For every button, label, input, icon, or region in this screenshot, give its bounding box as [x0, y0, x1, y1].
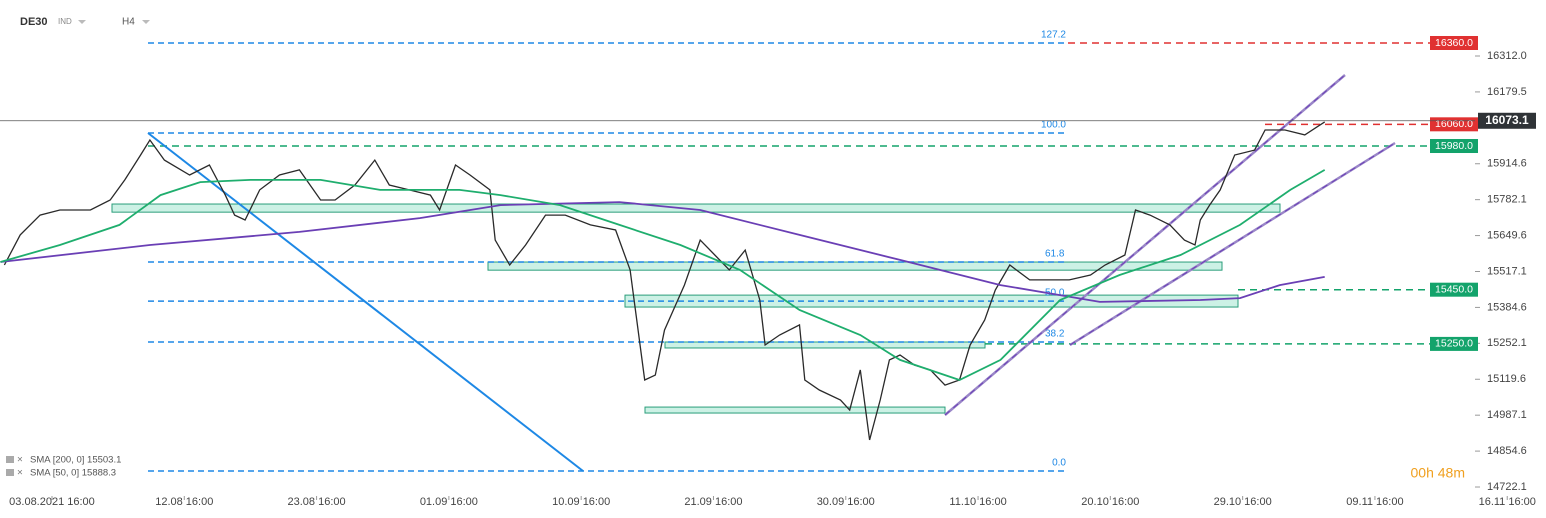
timeframe[interactable]: H4 [122, 17, 135, 28]
price-line [3, 121, 1326, 441]
dropdown-icon[interactable] [142, 20, 150, 24]
price-level-label: 15450.0 [1435, 283, 1473, 295]
price-level-label: 15980.0 [1435, 140, 1473, 152]
support-zone [664, 341, 986, 349]
support-zone [111, 203, 1281, 213]
y-tick-label: 16312.0 [1487, 50, 1527, 62]
price-level-label: 16360.0 [1435, 37, 1473, 49]
support-zone [487, 261, 1223, 271]
legend-close[interactable]: × [17, 468, 23, 479]
price-level-box [1430, 35, 1478, 50]
fib-label: 100.0 [1041, 120, 1066, 131]
instrument: DE30 [20, 16, 48, 28]
x-tick-label: 12.08 16:00 [155, 496, 213, 508]
price-level-box [1430, 139, 1478, 154]
price-level-box [1430, 336, 1478, 351]
x-tick-label: 16.11 16:00 [1479, 496, 1536, 508]
dropdown-icon[interactable] [78, 20, 86, 24]
channel-line-dash [1069, 142, 1396, 346]
y-tick-label: 15119.6 [1487, 373, 1526, 385]
price-level-box [1430, 282, 1478, 297]
x-tick-label: 09.11 16:00 [1346, 496, 1403, 508]
legend-label: SMA [50, 0] 15888.3 [30, 468, 116, 479]
x-tick-label: 30.09 16:00 [817, 496, 875, 508]
fib-label: 50.0 [1045, 288, 1065, 299]
x-tick-label: 29.10 16:00 [1214, 496, 1272, 508]
fib-label: 0.0 [1052, 458, 1066, 469]
y-tick-label: 15649.6 [1487, 229, 1527, 241]
fib-label: 38.2 [1045, 329, 1065, 340]
y-tick-label: 14722.1 [1487, 481, 1527, 493]
timer: 00h 48m [1411, 465, 1465, 481]
market: IND [58, 17, 72, 26]
fib-label: 127.2 [1041, 30, 1066, 41]
x-tick-label: 01.09 16:00 [420, 496, 478, 508]
x-tick-label: 10.09 16:00 [552, 496, 610, 508]
trend-line [147, 132, 584, 472]
y-tick-label: 15914.6 [1487, 158, 1527, 170]
y-tick-label: 15252.1 [1487, 337, 1527, 349]
x-tick-label: 23.08 16:00 [288, 496, 346, 508]
current-price-box [1478, 112, 1536, 129]
x-tick-label: 21.09 16:00 [684, 496, 742, 508]
current-price-label: 16073.1 [1485, 113, 1529, 127]
legend-icon [6, 456, 14, 463]
price-level-label: 16060.0 [1435, 118, 1473, 130]
y-tick-label: 16179.5 [1487, 86, 1527, 98]
y-tick-label: 15782.1 [1487, 194, 1527, 206]
y-tick-label: 15517.1 [1487, 265, 1527, 277]
y-tick-label: 14987.1 [1487, 409, 1527, 421]
y-tick-label: 14854.6 [1487, 445, 1527, 457]
fib-label: 61.8 [1045, 249, 1065, 260]
channel-line [944, 74, 1346, 416]
sma-line [0, 169, 1326, 381]
x-tick-label: 11.10 16:00 [949, 496, 1006, 508]
legend-close[interactable]: × [17, 455, 23, 466]
price-level-label: 15250.0 [1435, 338, 1473, 350]
legend-label: SMA [200, 0] 15503.1 [30, 455, 121, 466]
y-tick-label: 15384.6 [1487, 301, 1527, 313]
x-tick-label: 20.10 16:00 [1081, 496, 1139, 508]
sma-line [0, 201, 1325, 303]
support-zone [644, 406, 946, 414]
legend-icon [6, 469, 14, 476]
x-tick-label: 03.08.2021 16:00 [9, 496, 95, 508]
